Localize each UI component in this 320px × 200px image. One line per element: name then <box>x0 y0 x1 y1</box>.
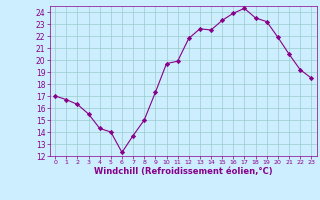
X-axis label: Windchill (Refroidissement éolien,°C): Windchill (Refroidissement éolien,°C) <box>94 167 273 176</box>
